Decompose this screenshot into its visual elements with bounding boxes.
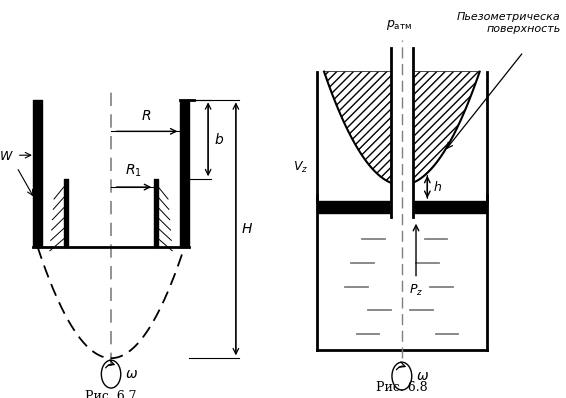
- Text: $H$: $H$: [241, 222, 254, 236]
- Text: Рис. 6.7: Рис. 6.7: [85, 390, 137, 398]
- Text: $P_z$: $P_z$: [409, 283, 423, 298]
- Text: $\omega$: $\omega$: [125, 367, 138, 381]
- Text: Пьезометрическа
поверхность: Пьезометрическа поверхность: [457, 12, 560, 33]
- Text: $\omega$: $\omega$: [416, 369, 429, 383]
- Text: $h$: $h$: [433, 180, 442, 194]
- Polygon shape: [324, 72, 480, 185]
- Text: $R$: $R$: [140, 109, 151, 123]
- Text: $p_{\rm атм}$: $p_{\rm атм}$: [386, 18, 412, 32]
- Text: $R_1$: $R_1$: [125, 163, 142, 179]
- Text: $V_z$: $V_z$: [293, 160, 308, 175]
- Text: $W$: $W$: [0, 150, 14, 163]
- Text: $b$: $b$: [213, 132, 224, 147]
- Text: Рис. 6.8: Рис. 6.8: [376, 381, 428, 394]
